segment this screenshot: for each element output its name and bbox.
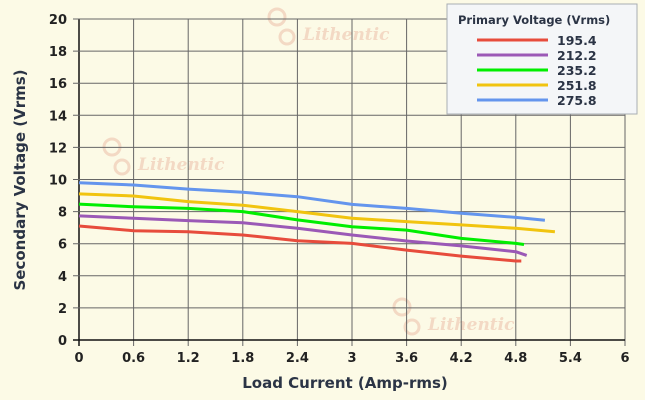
series-line-275.8 [78, 181, 546, 222]
watermark-text: Lithentic [427, 315, 515, 335]
tick-labels: 0 0.6 1.2 1.8 2.4 3 3.6 4.2 4.8 5.4 6 0 2 4 6 8 10 12 14 16… [49, 13, 630, 366]
legend-label: 212.2 [557, 48, 597, 63]
y-tick-label: 18 [49, 45, 67, 60]
x-tick-label: 6 [620, 351, 629, 366]
legend-label: 195.4 [557, 33, 597, 48]
y-tick-label: 16 [49, 77, 67, 92]
y-tick-label: 20 [49, 13, 67, 28]
y-tick-label: 6 [58, 238, 67, 253]
x-tick-label: 5.4 [559, 351, 582, 366]
legend: Primary Voltage (Vrms) 195.4212.2235.225… [446, 3, 638, 115]
y-tick-label: 14 [49, 109, 67, 124]
x-tick-label: 3.6 [395, 351, 418, 366]
legend-title: Primary Voltage (Vrms) [458, 13, 610, 27]
legend-label: 235.2 [557, 63, 597, 78]
x-tick-label: 4.2 [450, 351, 473, 366]
series-line-195.4 [78, 224, 522, 263]
x-tick-label: 1.2 [177, 351, 200, 366]
legend-label: 251.8 [557, 78, 597, 93]
y-tick-label: 8 [58, 206, 67, 221]
watermark-logo-icon [403, 318, 421, 336]
x-tick-label: 1.8 [231, 351, 254, 366]
watermark-logo-icon [267, 7, 287, 27]
watermark-text: Lithentic [137, 155, 225, 175]
y-tick-label: 12 [49, 141, 67, 156]
watermark-logo-icon [278, 28, 296, 46]
watermark-text: Lithentic [302, 25, 390, 45]
series-line-212.2 [78, 214, 528, 257]
x-axis-label: Load Current (Amp-rms) [242, 374, 448, 392]
series-line-251.8 [78, 192, 556, 234]
x-tick-label: 3 [347, 351, 356, 366]
watermark-logo-icon [113, 158, 131, 176]
legend-box [446, 3, 638, 115]
x-tick-label: 0.6 [122, 351, 145, 366]
grid [73, 18, 626, 346]
watermarks: Lithentic Lithentic Lithentic [102, 7, 515, 336]
y-tick-label: 2 [58, 302, 67, 317]
y-tick-label: 0 [58, 334, 67, 349]
x-tick-label: 0 [74, 351, 83, 366]
watermark-logo-icon [392, 297, 412, 317]
y-axis-label: Secondary Voltage (Vrms) [11, 69, 29, 290]
x-tick-label: 2.4 [286, 351, 309, 366]
y-tick-label: 10 [49, 174, 67, 189]
series-line-235.2 [78, 202, 525, 246]
x-tick-label: 4.8 [504, 351, 527, 366]
legend-label: 275.8 [557, 93, 597, 108]
series-lines [78, 181, 556, 263]
y-tick-label: 4 [58, 270, 67, 285]
